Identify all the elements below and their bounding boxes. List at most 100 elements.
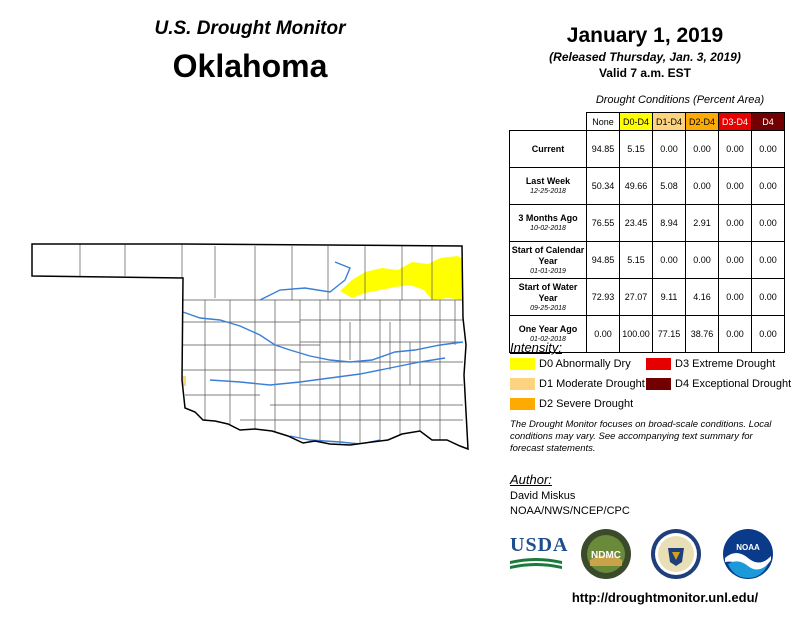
table-cell: 76.55 <box>586 204 620 242</box>
legend-label-d3: D3 Extreme Drought <box>675 358 776 370</box>
row-date: 09-25-2018 <box>530 304 566 312</box>
state-fill <box>0 0 500 622</box>
state-border <box>31 243 469 451</box>
row-date: 01-02-2018 <box>530 336 566 343</box>
col-header-d2-d4: D2-D4 <box>685 112 719 131</box>
table-cell: 27.07 <box>619 278 653 316</box>
col-header-none: None <box>586 112 620 131</box>
author-name: David Miskus <box>510 490 576 502</box>
table-cell: 4.16 <box>685 278 719 316</box>
legend-swatch-d0 <box>510 358 535 370</box>
row-date: 01-01-2019 <box>530 267 566 275</box>
row-label: Last Week 12-25-2018 <box>509 167 587 205</box>
table-cell: 8.94 <box>652 204 686 242</box>
row-label-text: Current <box>531 143 565 154</box>
row-label: Current <box>509 130 587 168</box>
table-cell: 0.00 <box>718 167 752 205</box>
table-row: 3 Months Ago 10-02-2018 76.55 23.45 8.94 2.91… <box>509 204 785 242</box>
release-date: (Released Thursday, Jan. 3, 2019) <box>549 50 741 64</box>
table-cell: 0.00 <box>685 241 719 279</box>
doc-seal-logo <box>651 529 701 579</box>
col-header-d1-d4: D1-D4 <box>652 112 686 131</box>
table-cell: 0.00 <box>718 204 752 242</box>
table-cell: 0.00 <box>751 167 785 205</box>
row-label: Start of Calendar Year 01-01-2019 <box>509 241 587 279</box>
d1-moderate-drought-sliver <box>182 376 186 386</box>
title-state: Oklahoma <box>172 48 328 84</box>
table-cell: 49.66 <box>619 167 653 205</box>
table-cell: 0.00 <box>751 278 785 316</box>
author-heading: Author: <box>510 472 552 487</box>
oklahoma-map <box>0 0 500 622</box>
drought-monitor-url[interactable]: http://droughtmonitor.unl.edu/ <box>571 590 759 605</box>
row-label-text: Start of Water Year <box>518 281 578 303</box>
table-cell: 5.15 <box>619 130 653 168</box>
col-header-d4: D4 <box>751 112 785 131</box>
row-label-text: Start of Calendar Year <box>511 244 585 266</box>
legend-label-d2: D2 Severe Drought <box>539 398 634 410</box>
row-date: 12-25-2018 <box>530 188 566 195</box>
table-row: Current 94.85 5.15 0.00 0.00 0.00 0.00 <box>509 130 785 168</box>
row-label: Start of Water Year 09-25-2018 <box>509 278 587 316</box>
legend-label-d0: D0 Abnormally Dry <box>539 358 631 370</box>
title-drought-monitor: U.S. Drought Monitor <box>154 18 346 39</box>
usda-logo: USDA <box>510 534 569 574</box>
table-row: Start of Water Year 09-25-2018 72.93 27.07 9… <box>509 278 785 316</box>
table-cell: 0.00 <box>652 130 686 168</box>
map-date: January 1, 2019 <box>566 24 724 47</box>
table-cell: 100.00 <box>619 315 653 353</box>
table-cell: 0.00 <box>718 278 752 316</box>
table-cell: 2.91 <box>685 204 719 242</box>
author-organization: NOAA/NWS/NCEP/CPC <box>510 505 630 517</box>
ndmc-logo-text: NDMC <box>591 550 621 561</box>
table-header-row: None D0-D4 D1-D4 D2-D4 D3-D4 D4 <box>510 112 785 131</box>
legend-label-d1: D1 Moderate Drought <box>539 378 645 390</box>
table-cell: 0.00 <box>751 315 785 353</box>
table-cell: 0.00 <box>718 315 752 353</box>
ndmc-logo: NDMC <box>581 529 631 579</box>
table-cell: 0.00 <box>751 241 785 279</box>
table-cell: 5.15 <box>619 241 653 279</box>
noaa-logo-text: NOAA <box>736 543 760 552</box>
legend-label-d4: D4 Exceptional Drought <box>675 378 792 390</box>
drought-monitor-note: The Drought Monitor focuses on broad-sca… <box>510 419 772 454</box>
row-label-text: One Year Ago <box>518 324 578 334</box>
row-label-text: Last Week <box>525 176 571 186</box>
usda-logo-text: USDA <box>510 534 569 556</box>
table-cell: 0.00 <box>652 241 686 279</box>
table-cell: 23.45 <box>619 204 653 242</box>
table-cell: 50.34 <box>586 167 620 205</box>
table-cell: 0.00 <box>718 130 752 168</box>
col-header-d0-d4: D0-D4 <box>619 112 653 131</box>
row-label-text: 3 Months Ago <box>518 213 578 223</box>
table-cell: 5.08 <box>652 167 686 205</box>
legend-title: Intensity: <box>510 340 563 355</box>
col-header-d3-d4: D3-D4 <box>718 112 752 131</box>
table-cell: 0.00 <box>586 315 620 353</box>
table-cell: 94.85 <box>586 241 620 279</box>
legend-swatch-d3 <box>646 358 671 370</box>
row-date: 10-02-2018 <box>530 225 566 232</box>
table-caption: Drought Conditions (Percent Area) <box>595 94 765 106</box>
legend-swatch-d1 <box>510 378 535 390</box>
noaa-logo: NOAA <box>723 529 773 579</box>
table-row: Last Week 12-25-2018 50.34 49.66 5.08 0.00 0.0… <box>509 167 785 205</box>
table-cell: 94.85 <box>586 130 620 168</box>
legend-swatch-d2 <box>510 398 535 410</box>
drought-conditions-table: None D0-D4 D1-D4 D2-D4 D3-D4 D4 Current 9… <box>509 112 785 353</box>
table-cell: 0.00 <box>718 241 752 279</box>
usda-hills-icon <box>510 558 562 569</box>
table-cell: 0.00 <box>685 167 719 205</box>
row-label: 3 Months Ago 10-02-2018 <box>509 204 587 242</box>
table-cell: 72.93 <box>586 278 620 316</box>
table-cell: 0.00 <box>751 204 785 242</box>
table-cell: 38.76 <box>685 315 719 353</box>
table-cell: 77.15 <box>652 315 686 353</box>
table-row: One Year Ago 01-02-2018 0.00 100.00 77.15 38.… <box>509 315 785 353</box>
table-row: Start of Calendar Year 01-01-2019 94.85 5.1… <box>509 241 785 279</box>
legend-swatch-d4 <box>646 378 671 390</box>
table-cell: 0.00 <box>751 130 785 168</box>
table-cell: 0.00 <box>685 130 719 168</box>
table-cell: 9.11 <box>652 278 686 316</box>
table-corner <box>510 113 587 131</box>
